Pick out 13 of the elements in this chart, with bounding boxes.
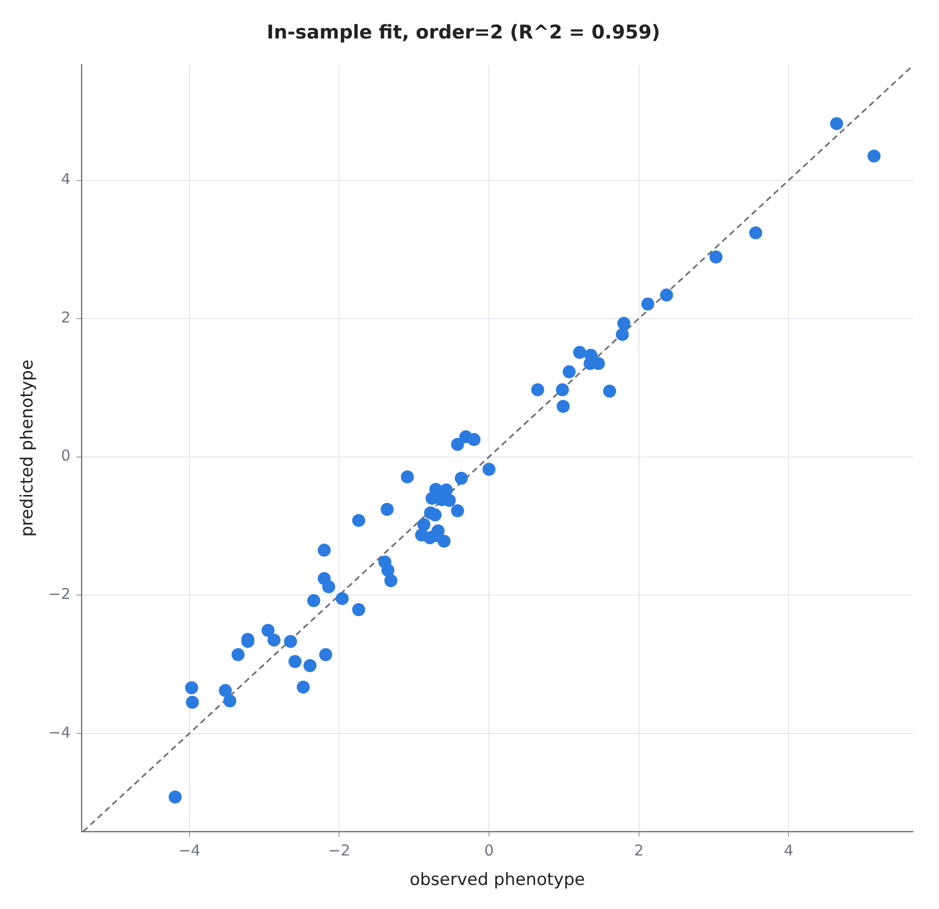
chart-title: In-sample fit, order=2 (R^2 = 0.959) [266, 21, 660, 44]
x-tick-label: −2 [328, 841, 350, 860]
y-tick-label: 0 [60, 446, 71, 465]
x-tick-label: −4 [178, 841, 200, 860]
y-tick-label: 2 [60, 308, 71, 326]
y-tick-label: 4 [60, 170, 71, 188]
x-tick-label: 0 [484, 841, 494, 860]
x-tick-label: 4 [784, 841, 794, 860]
y-tick-label: −4 [48, 723, 71, 742]
x-axis-title: observed phenotype [410, 870, 585, 890]
y-tick-label: −2 [48, 585, 71, 604]
x-tick-label: 2 [634, 841, 644, 860]
y-axis-title: predicted phenotype [18, 360, 38, 537]
